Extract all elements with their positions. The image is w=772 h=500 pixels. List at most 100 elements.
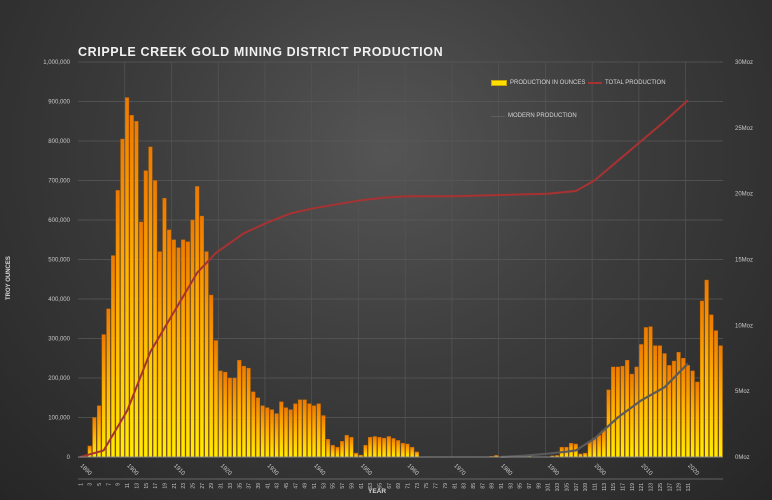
- bar: [311, 405, 317, 458]
- x-decade-label: 1980: [499, 463, 513, 477]
- y2-tick-label: 30Moz: [735, 60, 753, 66]
- x-index-label: 13: [134, 483, 140, 489]
- bar: [96, 405, 102, 458]
- x-index-label: 115: [611, 483, 617, 491]
- bar: [139, 221, 144, 458]
- bar: [699, 300, 705, 458]
- bar: [653, 345, 658, 458]
- x-index-label: 55: [331, 483, 337, 489]
- bar: [209, 294, 214, 458]
- bar: [414, 451, 419, 458]
- x-index-label: 23: [181, 483, 187, 489]
- bar: [681, 358, 686, 458]
- y2-tick-label: 10Moz: [735, 323, 753, 329]
- bar: [400, 442, 405, 458]
- y2-tick-label: 25Moz: [735, 126, 753, 132]
- bar: [181, 239, 186, 458]
- modern-production-line: [500, 362, 689, 459]
- x-decade-label: 1910: [172, 463, 186, 477]
- x-index-label: 119: [630, 483, 636, 491]
- x-index-label: 75: [424, 483, 430, 489]
- x-index-label: 33: [228, 483, 234, 489]
- bar: [667, 365, 672, 458]
- bar: [307, 403, 312, 458]
- bar: [386, 436, 391, 458]
- bar: [349, 437, 354, 458]
- x-index-label: 41: [265, 483, 271, 489]
- bar: [592, 437, 597, 458]
- x-index-label: 129: [677, 483, 683, 492]
- bar: [718, 345, 723, 458]
- bar: [199, 215, 204, 458]
- bar: [265, 407, 270, 458]
- bar: [288, 409, 293, 458]
- x-index-label: 47: [293, 483, 299, 489]
- x-index-label: 87: [480, 483, 486, 489]
- legend-item-production: PRODUCTION IN OUNCES: [491, 80, 585, 86]
- x-index-label: 123: [649, 483, 655, 492]
- bar: [713, 330, 719, 458]
- x-index-label: 35: [237, 483, 243, 489]
- bar: [190, 219, 195, 458]
- y-tick-label: 1,000,000: [43, 60, 70, 66]
- bar: [344, 435, 349, 458]
- x-index-label: 101: [546, 483, 552, 492]
- x-index-label: 109: [583, 483, 589, 492]
- bar: [685, 365, 690, 458]
- bar: [629, 373, 634, 458]
- x-decade-label: 1890: [79, 463, 93, 477]
- x-index-label: 11: [125, 483, 131, 488]
- y2-tick-label: 15Moz: [735, 258, 753, 264]
- bar: [335, 446, 340, 458]
- x-index-label: 7: [106, 483, 112, 486]
- x-index-label: 73: [415, 483, 421, 489]
- bar: [372, 436, 377, 458]
- bar: [125, 97, 130, 458]
- x-index-label: 15: [144, 483, 150, 489]
- y-tick-label: 700,000: [48, 179, 70, 185]
- x-decade-label: 1930: [266, 463, 280, 477]
- bar: [171, 239, 176, 458]
- bar: [153, 180, 158, 458]
- x-index-label: 99: [536, 483, 542, 489]
- legend-item-modern: MODERN PRODUCTION: [491, 113, 577, 119]
- bar: [167, 229, 172, 458]
- x-index-label: 103: [555, 483, 561, 492]
- x-index-label: 71: [406, 483, 412, 489]
- bar: [269, 409, 275, 458]
- x-index-label: 83: [462, 483, 468, 489]
- bar: [396, 440, 401, 458]
- bar: [611, 366, 616, 458]
- bar: [293, 403, 298, 458]
- bar: [157, 251, 162, 458]
- x-decade-label: 1990: [546, 463, 560, 477]
- x-index-label: 131: [686, 483, 692, 492]
- bar: [382, 437, 387, 458]
- x-index-label: 59: [349, 483, 355, 489]
- bar: [377, 437, 382, 458]
- bar: [583, 452, 588, 458]
- x-decade-label: 2010: [639, 463, 653, 477]
- x-index-label: 27: [200, 483, 206, 489]
- x-index-label: 49: [303, 483, 309, 489]
- bar: [297, 399, 303, 458]
- chart-title: CRIPPLE CREEK GOLD MINING DISTRICT PRODU…: [78, 45, 444, 59]
- legend-label-modern: MODERN PRODUCTION: [508, 113, 577, 119]
- bar: [106, 308, 111, 458]
- bar: [704, 279, 709, 458]
- bar: [213, 340, 218, 458]
- bar: [204, 251, 209, 458]
- bar: [129, 115, 134, 458]
- x-decade-label: 1970: [452, 463, 466, 477]
- bar: [223, 371, 228, 458]
- bar: [601, 429, 606, 458]
- x-index-label: 57: [340, 483, 346, 489]
- legend-swatch-line-red-icon: [588, 82, 602, 84]
- x-decade-label: 1900: [125, 463, 139, 477]
- bar: [241, 365, 246, 458]
- x-index-label: 89: [490, 483, 496, 489]
- x-index-label: 61: [359, 483, 365, 489]
- x-index-label: 69: [396, 483, 402, 489]
- bar: [662, 353, 667, 458]
- y-tick-label: 800,000: [48, 139, 70, 145]
